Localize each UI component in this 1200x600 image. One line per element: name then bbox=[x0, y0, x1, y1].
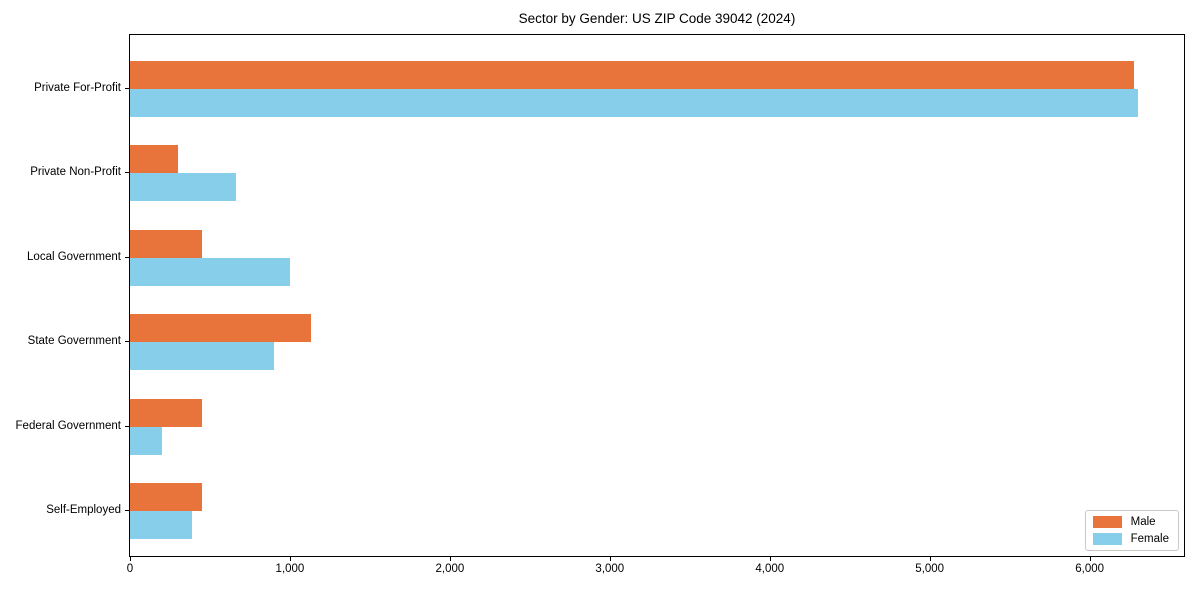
y-tick-label: Self-Employed bbox=[46, 504, 121, 516]
bar-female bbox=[130, 342, 274, 371]
x-tick bbox=[769, 557, 771, 561]
bar-male bbox=[130, 145, 178, 174]
y-tick bbox=[125, 425, 129, 427]
x-tick-label: 1,000 bbox=[275, 563, 305, 575]
legend-label: Male bbox=[1130, 516, 1156, 528]
bar-male bbox=[130, 229, 202, 258]
legend-item-male: Male bbox=[1092, 516, 1169, 528]
bar-female bbox=[130, 173, 236, 202]
x-tick-label: 2,000 bbox=[435, 563, 465, 575]
x-tick-label: 5,000 bbox=[915, 563, 945, 575]
y-tick-label: Private Non-Profit bbox=[30, 166, 121, 179]
x-tick bbox=[929, 557, 931, 561]
bar-female bbox=[130, 511, 193, 539]
x-tick-label: 4,000 bbox=[755, 563, 785, 575]
x-tick bbox=[449, 557, 451, 561]
chart-title: Sector by Gender: US ZIP Code 39042 (202… bbox=[518, 11, 796, 26]
x-tick-label: 3,000 bbox=[595, 563, 625, 575]
bar-male bbox=[130, 483, 202, 511]
legend: Male Female bbox=[1084, 510, 1179, 551]
x-tick bbox=[1089, 557, 1091, 561]
x-tick-label: 0 bbox=[126, 563, 134, 575]
y-tick-label: Federal Government bbox=[15, 419, 121, 432]
y-tick bbox=[125, 88, 129, 89]
y-tick bbox=[125, 510, 129, 511]
x-tick bbox=[289, 557, 291, 561]
bar-female bbox=[130, 89, 1138, 117]
y-tick bbox=[125, 256, 129, 258]
y-tick-label: State Government bbox=[27, 335, 121, 348]
bar-female bbox=[130, 426, 162, 455]
bar-female bbox=[130, 257, 290, 286]
x-tick bbox=[609, 557, 611, 561]
legend-label: Female bbox=[1130, 533, 1169, 545]
y-tick bbox=[125, 172, 129, 174]
bar-male bbox=[130, 398, 202, 427]
bar-male bbox=[130, 61, 1135, 89]
y-tick-label: Private For-Profit bbox=[34, 82, 121, 94]
legend-swatch-male bbox=[1092, 516, 1122, 528]
x-tick bbox=[130, 557, 131, 561]
bar-male bbox=[130, 314, 311, 343]
legend-item-female: Female bbox=[1092, 533, 1169, 545]
y-tick bbox=[125, 341, 129, 343]
plot-area: Male Female bbox=[129, 34, 1185, 557]
y-tick-label: Local Government bbox=[27, 250, 121, 263]
legend-swatch-female bbox=[1092, 533, 1122, 545]
x-tick-label: 6,000 bbox=[1075, 563, 1105, 575]
